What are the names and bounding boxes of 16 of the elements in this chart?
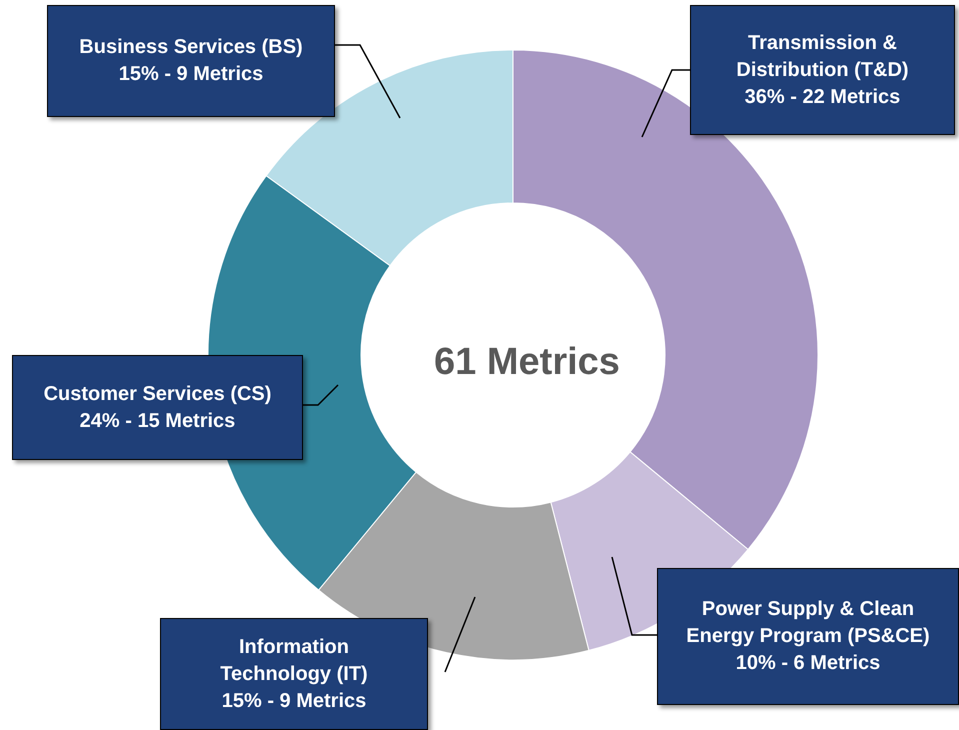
slice-label: Customer Services (CS) <box>44 382 272 406</box>
text: 61 Metrics <box>434 341 620 384</box>
label-box: Transmission & Distribution (T&D) 36% - 22 Metrics <box>690 5 955 135</box>
label-box: Customer Services (CS) 24% - 15 Metrics <box>12 355 303 460</box>
slice-label: Business Services (BS) <box>79 35 303 60</box>
slice-label: Information Technology (IT) <box>219 634 369 686</box>
data-label: 15% - 9 Metrics <box>222 688 366 714</box>
data-label: 36% - 22 Metrics <box>744 84 900 110</box>
label-box: Business Services (BS) 15% - 9 Metrics <box>47 5 335 117</box>
data-label: 24% - 15 Metrics <box>80 408 236 434</box>
slice-label: Power Supply & Clean Energy Program (PS&CE) <box>685 597 931 649</box>
data-label: 15% - 9 Metrics <box>118 62 264 87</box>
label-box: Power Supply & Clean Energy Program (PS&CE) 10% - 6 Metrics <box>657 568 959 705</box>
slice-label: Transmission & Distribution (T&D) <box>735 30 910 82</box>
label-box: Information Technology (IT) 15% - 9 Metrics <box>160 618 428 730</box>
data-label: 10% - 6 Metrics <box>736 651 880 676</box>
